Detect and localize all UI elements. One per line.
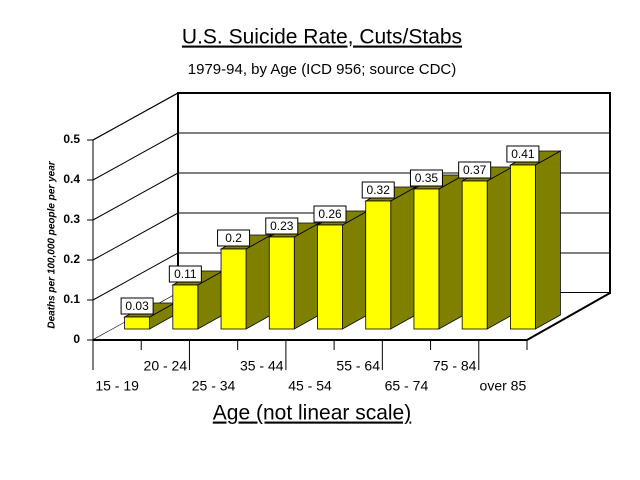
value-label: 0.26 [318,207,342,221]
value-label-box [265,217,299,235]
x-tick-label: over 85 [480,378,527,394]
x-tick-label: 15 - 19 [95,378,139,394]
bar [365,200,392,330]
bar-side [293,222,320,330]
value-label: 0.03 [125,299,149,313]
y-axis-label: Deaths per 100,000 people per year [47,160,58,328]
chart-subtitle: 1979-94, by Age (ICD 956; source CDC) [188,61,456,78]
value-label-box [313,205,347,223]
bar-side [438,174,465,330]
x-axis-label: Age (not linear scale) [213,402,411,425]
bar-side [245,234,272,330]
y-tick-label: 0.5 [63,132,80,146]
bar-side [390,186,417,330]
x-tick-label: 45 - 54 [288,378,332,394]
value-label-box [217,229,251,247]
value-label: 0.11 [174,267,197,281]
x-tick-label: 25 - 34 [192,378,236,394]
x-tick-label: 65 - 74 [385,378,429,394]
value-label: 0.37 [463,163,487,177]
bar [413,188,440,330]
value-label-box [168,265,202,283]
x-tick-label: 35 - 44 [240,358,284,374]
y-tick-label: 0.3 [63,212,80,226]
value-label-box [361,181,395,199]
value-label: 0.23 [270,219,294,233]
bar [461,180,488,330]
y-tick-label: 0.1 [63,292,80,306]
grid-line [92,92,179,141]
bar [509,164,536,330]
grid-line [92,252,179,301]
bar-side [486,166,513,330]
grid-line [92,172,179,221]
value-label: 0.2 [225,231,242,245]
value-label: 0.35 [415,171,439,185]
bar [172,284,199,330]
bar [220,248,247,330]
bar [317,224,343,330]
bar [268,236,295,330]
x-tick-label: 75 - 84 [433,358,477,374]
chart-title: U.S. Suicide Rate, Cuts/Stabs [182,26,462,49]
value-label: 0.32 [367,183,391,197]
x-tick-label: 55 - 64 [336,358,380,374]
grid-line [92,212,179,261]
bar-side [342,210,368,330]
y-tick-label: 0 [73,332,80,346]
bar [124,316,151,330]
value-label-box [409,169,443,187]
x-tick-label: 20 - 24 [144,358,188,374]
y-tick-label: 0.4 [63,172,80,186]
value-label-box [120,297,154,315]
bar-side [534,150,561,330]
value-label: 0.41 [511,147,535,161]
value-label-box [458,161,492,179]
y-tick-label: 0.2 [63,252,80,266]
grid-line [92,132,179,181]
value-label-box [506,145,540,163]
